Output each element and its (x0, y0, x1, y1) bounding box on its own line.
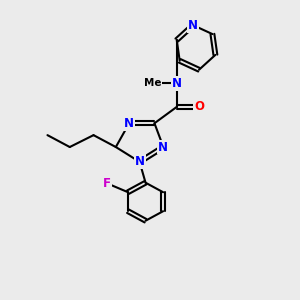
Text: Me: Me (144, 78, 162, 88)
Text: F: F (103, 177, 111, 190)
Text: N: N (124, 117, 134, 130)
Text: N: N (135, 155, 145, 168)
Text: N: N (158, 140, 168, 154)
Text: N: N (172, 76, 182, 90)
Text: N: N (188, 19, 198, 32)
Text: O: O (194, 100, 204, 113)
